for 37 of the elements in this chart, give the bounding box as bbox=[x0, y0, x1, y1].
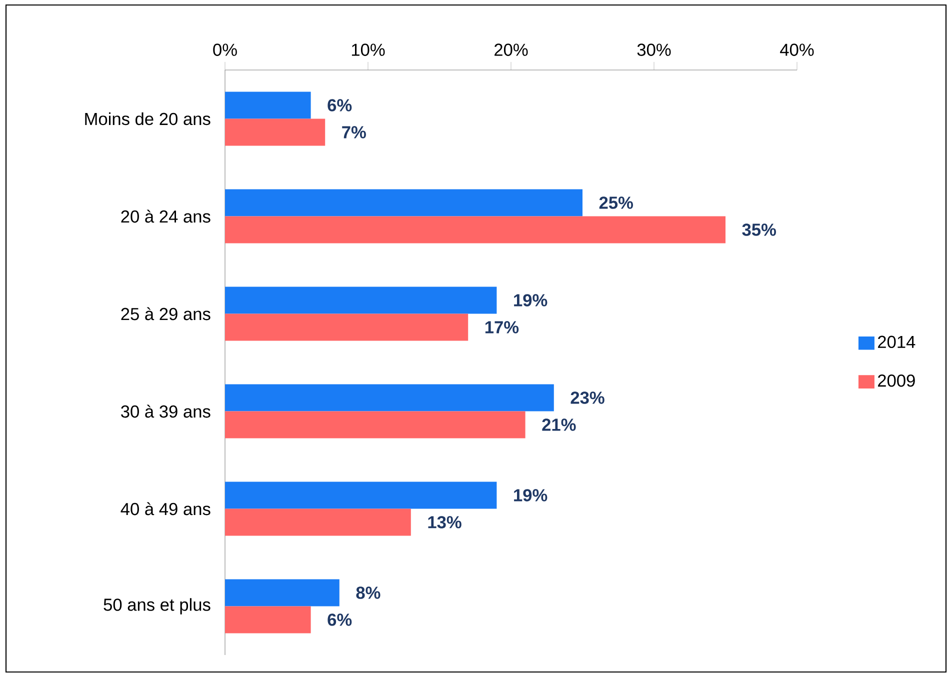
x-tick-label: 20% bbox=[494, 44, 528, 56]
bar bbox=[225, 118, 326, 146]
y-tick-label: Moins de 20 ans bbox=[85, 112, 210, 126]
bar bbox=[225, 508, 411, 536]
data-label: 35% bbox=[742, 224, 776, 236]
legend-label: 2009 bbox=[878, 374, 915, 387]
bar bbox=[225, 606, 311, 634]
y-tick-label: 40 à 49 ans bbox=[120, 502, 210, 516]
bar bbox=[225, 216, 726, 244]
bar bbox=[225, 411, 526, 438]
data-label: 6% bbox=[328, 99, 352, 112]
x-tick-label: 30% bbox=[637, 44, 671, 56]
y-tick-label: 20 à 24 ans bbox=[121, 210, 210, 223]
bar bbox=[225, 579, 340, 606]
y-tick-label: 50 ans et plus bbox=[104, 598, 210, 614]
legend-label: 2014 bbox=[878, 336, 916, 348]
data-label: 17% bbox=[485, 321, 519, 334]
x-tick-label: 10% bbox=[352, 44, 385, 56]
bar bbox=[225, 286, 497, 314]
data-label: 21% bbox=[542, 418, 576, 431]
data-label: 13% bbox=[428, 516, 462, 528]
x-tick-label: 0% bbox=[213, 44, 237, 56]
x-tick-label: 40% bbox=[780, 44, 814, 56]
data-label: 25% bbox=[599, 196, 633, 209]
data-label: 19% bbox=[514, 489, 548, 502]
bar bbox=[225, 189, 582, 216]
data-label: 19% bbox=[514, 294, 548, 306]
data-label: 8% bbox=[356, 586, 380, 599]
bar bbox=[225, 482, 497, 509]
y-tick-label: 25 à 29 ans bbox=[121, 307, 210, 320]
data-label: 7% bbox=[342, 126, 366, 138]
data-label: 6% bbox=[328, 614, 352, 626]
bar bbox=[225, 92, 311, 119]
bar bbox=[225, 314, 468, 341]
y-tick-label: 30 à 39 ans bbox=[121, 404, 210, 418]
bar bbox=[225, 384, 554, 412]
data-label: 23% bbox=[570, 392, 604, 404]
